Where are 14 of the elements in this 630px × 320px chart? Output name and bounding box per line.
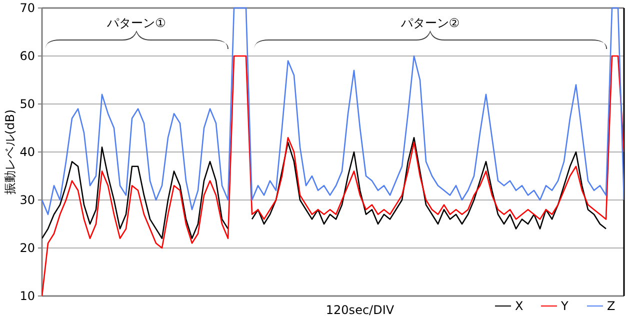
y-tick-label: 60 xyxy=(20,49,35,63)
y-axis-title: 振動レベル(dB) xyxy=(3,109,17,195)
y-tick-label: 10 xyxy=(20,289,35,303)
y-tick-label: 40 xyxy=(20,145,35,159)
annotation: パターン② xyxy=(400,16,460,30)
legend-label: Z xyxy=(607,299,616,313)
y-tick-label: 30 xyxy=(20,193,35,207)
y-tick-label: 70 xyxy=(20,1,35,15)
x-axis-title: 120sec/DIV xyxy=(326,303,395,317)
y-tick-label: 50 xyxy=(20,97,35,111)
annotation: パターン① xyxy=(106,16,166,30)
legend-label: X xyxy=(515,299,524,313)
legend-label: Y xyxy=(560,299,569,313)
y-tick-label: 20 xyxy=(20,241,35,255)
